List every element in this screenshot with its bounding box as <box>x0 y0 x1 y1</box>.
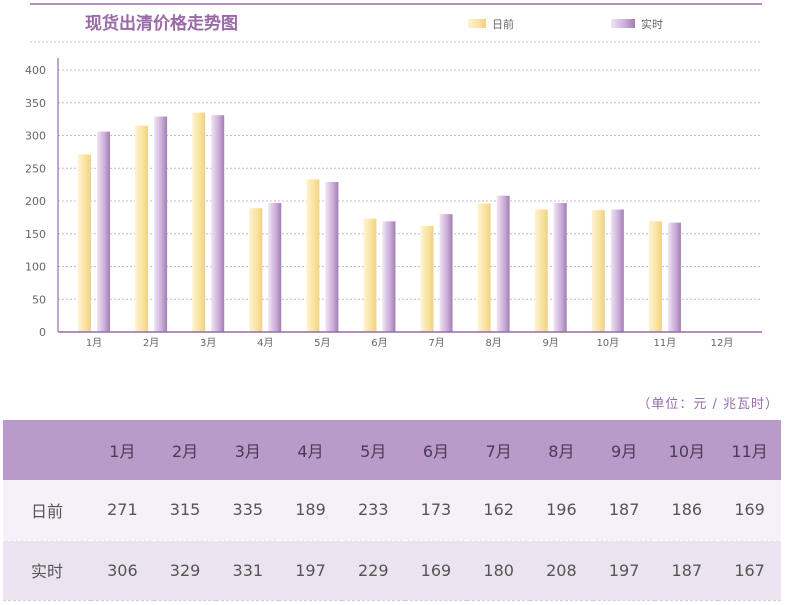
table-cell: 208 <box>530 539 593 600</box>
chart-title: 现货出清价格走势图 <box>85 13 238 34</box>
gridlines <box>58 69 762 300</box>
y-tick-label: 0 <box>39 326 46 339</box>
legend-label-realtime: 实时 <box>641 17 663 31</box>
x-tick-label: 1月 <box>86 337 102 349</box>
bar-day-ahead <box>192 112 206 332</box>
table-row: 日前 271 315 335 189 233 173 162 196 187 186 169 <box>3 480 781 540</box>
table-cell: 189 <box>295 500 326 520</box>
x-tick-label: 7月 <box>428 337 444 349</box>
table-body: 日前 271 315 335 189 233 173 162 196 187 186 169 实时 306… <box>3 480 781 600</box>
y-tick-label: 100 <box>25 261 46 274</box>
table-cell: 233 <box>357 500 389 520</box>
row-label: 实时 <box>3 539 91 600</box>
table-header-cell: 8月 <box>548 442 575 461</box>
y-tick-label: 50 <box>32 293 46 306</box>
table-cell: 180 <box>467 539 531 600</box>
table-cell: 315 <box>169 500 201 520</box>
y-tick-label: 200 <box>25 195 46 208</box>
bar-day-ahead <box>135 125 149 332</box>
bar-realtime <box>325 182 339 332</box>
legend-swatch-day-ahead <box>468 19 486 28</box>
bar-realtime <box>211 115 225 332</box>
x-tick-label: 12月 <box>711 337 734 349</box>
table-header-corner <box>3 420 91 480</box>
table-header-cell: 1月 <box>109 442 136 461</box>
table-cell: 169 <box>404 539 468 600</box>
table-cell: 335 <box>232 500 264 520</box>
bar-realtime <box>610 209 624 332</box>
x-axis-ticks: 1月 2月 3月 4月 5月 6月 7月 8月 9月 10月 11月 12月 <box>86 337 734 349</box>
table-cell: 173 <box>420 500 452 520</box>
bar-realtime <box>268 202 282 332</box>
table-cell: 197 <box>279 539 342 600</box>
table-cell: 329 <box>153 539 217 600</box>
y-tick-label: 300 <box>25 130 46 143</box>
x-tick-label: 10月 <box>596 337 619 349</box>
price-trend-chart: 现货出清价格走势图 日前 实时 0 50 100 150 200 250 300 350 400… <box>25 3 762 349</box>
legend: 日前 实时 <box>468 17 663 31</box>
table-cell: 186 <box>671 500 703 520</box>
bar-day-ahead <box>477 203 491 332</box>
x-tick-label: 2月 <box>143 337 159 349</box>
bar-realtime <box>154 116 168 332</box>
table-header-row: 1月 2月 3月 4月 5月 6月 7月 8月 9月 10月 11月 <box>3 420 781 480</box>
y-tick-label: 150 <box>25 228 46 241</box>
bar-realtime <box>667 222 681 332</box>
bar-day-ahead <box>648 221 662 332</box>
table-cell: 162 <box>483 500 514 520</box>
table-cell: 167 <box>718 539 781 600</box>
y-tick-label: 400 <box>25 64 46 77</box>
table-cell: 187 <box>655 539 719 600</box>
y-tick-label: 350 <box>25 97 46 110</box>
table-header-cell: 11月 <box>731 442 768 461</box>
bar-day-ahead <box>420 225 434 332</box>
table-cell: 196 <box>546 500 577 520</box>
x-tick-label: 8月 <box>485 337 501 349</box>
x-tick-label: 9月 <box>543 337 559 349</box>
table-cell: 187 <box>608 500 640 520</box>
table-cell: 331 <box>216 539 280 600</box>
x-tick-label: 5月 <box>314 337 330 349</box>
table-header-cell: 5月 <box>360 442 387 461</box>
bars <box>78 112 681 332</box>
table-header-cell: 10月 <box>668 442 706 461</box>
y-axis-ticks: 0 50 100 150 200 250 300 350 400 <box>25 64 46 339</box>
price-table: 1月 2月 3月 4月 5月 6月 7月 8月 9月 10月 11月 日前 271 315 335 189 2… <box>3 420 781 601</box>
legend-label-day-ahead: 日前 <box>492 17 514 31</box>
table-cell: 197 <box>592 539 656 600</box>
table-row: 实时 306 329 331 197 229 169 180 208 197 187 167 <box>3 539 781 600</box>
x-tick-label: 11月 <box>654 337 677 349</box>
table-header-cell: 7月 <box>485 442 512 461</box>
y-tick-label: 250 <box>25 162 46 175</box>
row-label: 日前 <box>30 501 63 521</box>
unit-note: （单位：元 / 兆瓦时） <box>637 397 779 412</box>
x-tick-label: 4月 <box>257 337 273 349</box>
table-header-cell: 6月 <box>422 442 450 461</box>
table-cell: 229 <box>341 539 405 600</box>
bar-realtime <box>439 214 453 332</box>
table-cell: 271 <box>107 500 138 520</box>
table-header-cell: 3月 <box>234 442 261 461</box>
bar-realtime <box>382 221 396 332</box>
table-header-cell: 9月 <box>611 442 638 461</box>
table-header-cell: 2月 <box>171 442 199 461</box>
bar-realtime <box>97 131 110 332</box>
table-cell: 169 <box>734 500 765 520</box>
x-tick-label: 3月 <box>200 337 216 349</box>
bar-day-ahead <box>363 218 377 332</box>
bar-day-ahead <box>591 210 605 332</box>
bar-day-ahead <box>78 154 91 332</box>
bar-realtime <box>496 195 510 332</box>
x-tick-label: 6月 <box>371 337 387 349</box>
table-cell: 306 <box>91 539 154 600</box>
legend-swatch-realtime <box>611 19 635 28</box>
bar-day-ahead <box>249 208 263 332</box>
bar-realtime <box>553 202 567 332</box>
table-header-cell: 4月 <box>297 442 324 461</box>
bar-day-ahead <box>534 209 548 332</box>
bar-day-ahead <box>306 179 320 332</box>
